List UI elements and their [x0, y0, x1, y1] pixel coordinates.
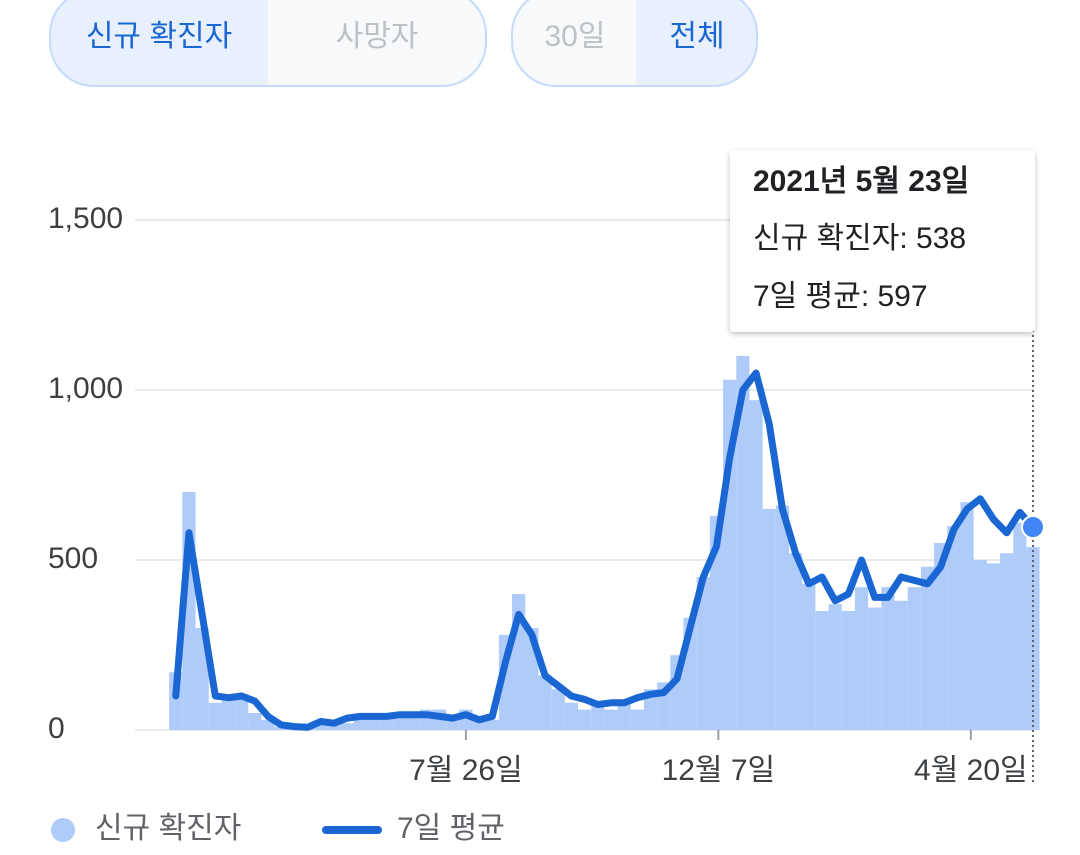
hover-dot	[1021, 515, 1045, 540]
y-tick-label: 0	[48, 712, 65, 745]
bar	[1026, 547, 1040, 730]
tooltip-line: 신규 확진자: 538	[753, 222, 966, 255]
y-tick-label: 1,500	[48, 202, 123, 235]
bar	[340, 723, 354, 730]
bar	[327, 724, 341, 730]
bar	[854, 587, 869, 730]
bar	[235, 699, 249, 730]
bar	[868, 607, 882, 730]
x-tick-label: 12월 7일	[662, 754, 776, 787]
range-border	[511, 0, 758, 87]
bar	[208, 702, 222, 730]
plot: 0 500 1,000 1,500 7월 26일 12월 7일 4월 20일 2021년 5월…	[48, 150, 1045, 845]
bar	[920, 566, 935, 730]
bar	[815, 611, 829, 730]
metric-border	[49, 0, 487, 87]
y-tick-label: 1,000	[48, 372, 123, 405]
bar	[881, 587, 895, 730]
legend-label: 7일 평균	[397, 812, 505, 845]
bar	[762, 509, 776, 730]
bar	[1000, 553, 1014, 730]
y-tick-label: 500	[48, 542, 98, 575]
bar	[380, 718, 394, 730]
bar	[894, 600, 908, 730]
legend-label: 신규 확진자	[95, 812, 241, 845]
line	[172, 369, 1037, 731]
tooltip-title: 2021년 5월 23일	[753, 165, 969, 198]
bar	[221, 696, 236, 730]
metric-button[interactable]: 신규 확진자	[86, 20, 232, 53]
bar	[630, 709, 644, 730]
bar	[696, 577, 710, 730]
bar	[960, 502, 974, 730]
bar	[591, 706, 605, 730]
bar	[578, 709, 592, 730]
bar	[749, 400, 763, 730]
bar	[828, 604, 842, 730]
bar	[775, 505, 790, 730]
bar	[643, 689, 658, 730]
bar	[248, 713, 262, 730]
bar	[1013, 522, 1027, 730]
bar	[261, 719, 275, 730]
metric-toggle	[50, 0, 486, 86]
bar	[947, 526, 961, 730]
metric-button[interactable]: 사망자	[336, 20, 419, 53]
bar	[789, 553, 803, 730]
bar	[406, 716, 420, 730]
bar	[551, 689, 565, 730]
bar	[736, 356, 750, 730]
range-button[interactable]: 30일	[545, 20, 606, 53]
range-button[interactable]: 전체	[669, 20, 724, 53]
bar	[472, 719, 486, 730]
bar	[986, 563, 1001, 730]
bar	[973, 560, 987, 730]
tooltip-line: 7일 평균: 597	[753, 280, 928, 313]
x-tick-label: 7월 26일	[409, 754, 523, 787]
bar	[538, 675, 552, 730]
range-toggle	[512, 0, 757, 86]
bar	[485, 719, 499, 730]
bar	[934, 543, 948, 730]
x-tick-label: 4월 20일	[914, 754, 1028, 787]
bar	[709, 515, 724, 730]
bar	[617, 704, 631, 730]
bar	[802, 583, 816, 730]
bar	[604, 709, 618, 730]
range-bg	[512, 0, 636, 86]
legend-swatch	[51, 818, 75, 842]
bar	[564, 702, 579, 730]
bar	[841, 611, 855, 730]
bar	[907, 587, 921, 730]
range-selected-bg	[636, 0, 757, 86]
tooltip	[730, 150, 1035, 332]
metric-selected-bg	[50, 0, 268, 86]
metric-bg	[268, 0, 486, 86]
